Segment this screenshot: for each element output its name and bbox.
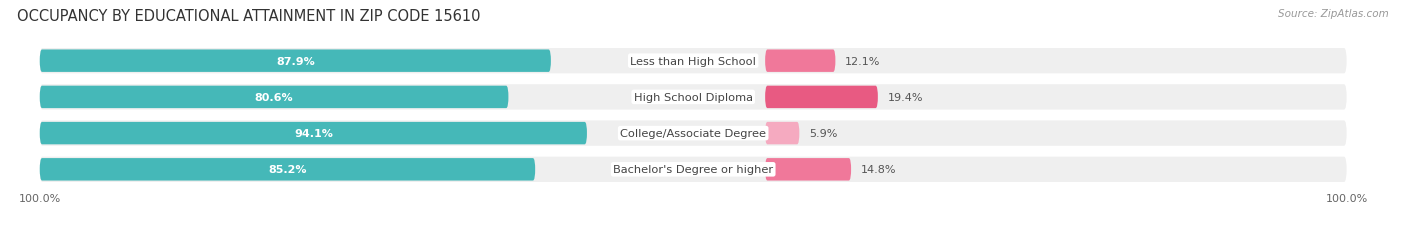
- Text: Source: ZipAtlas.com: Source: ZipAtlas.com: [1278, 9, 1389, 19]
- FancyBboxPatch shape: [39, 157, 1347, 182]
- Text: 85.2%: 85.2%: [269, 165, 307, 175]
- Text: 87.9%: 87.9%: [276, 56, 315, 66]
- Text: High School Diploma: High School Diploma: [634, 92, 752, 103]
- Text: 19.4%: 19.4%: [887, 92, 924, 103]
- Text: 94.1%: 94.1%: [294, 128, 333, 139]
- FancyBboxPatch shape: [39, 122, 586, 145]
- Text: 14.8%: 14.8%: [860, 165, 897, 175]
- FancyBboxPatch shape: [765, 122, 800, 145]
- FancyBboxPatch shape: [39, 49, 1347, 74]
- Text: Bachelor's Degree or higher: Bachelor's Degree or higher: [613, 165, 773, 175]
- Text: 5.9%: 5.9%: [810, 128, 838, 139]
- Text: College/Associate Degree: College/Associate Degree: [620, 128, 766, 139]
- Text: Less than High School: Less than High School: [630, 56, 756, 66]
- FancyBboxPatch shape: [765, 86, 877, 109]
- FancyBboxPatch shape: [39, 158, 536, 181]
- Text: 12.1%: 12.1%: [845, 56, 880, 66]
- Text: 80.6%: 80.6%: [254, 92, 294, 103]
- Text: OCCUPANCY BY EDUCATIONAL ATTAINMENT IN ZIP CODE 15610: OCCUPANCY BY EDUCATIONAL ATTAINMENT IN Z…: [17, 9, 481, 24]
- FancyBboxPatch shape: [39, 121, 1347, 146]
- FancyBboxPatch shape: [765, 158, 851, 181]
- FancyBboxPatch shape: [39, 50, 551, 73]
- FancyBboxPatch shape: [765, 50, 835, 73]
- FancyBboxPatch shape: [39, 86, 509, 109]
- FancyBboxPatch shape: [39, 85, 1347, 110]
